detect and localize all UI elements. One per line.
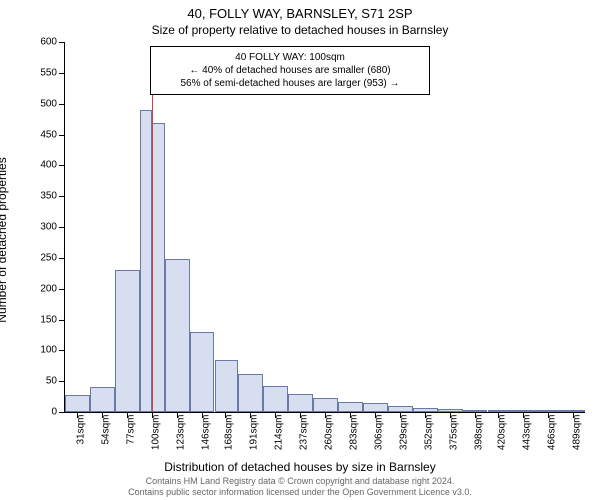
histogram-bar [438, 409, 463, 412]
y-tick [59, 381, 65, 382]
y-tick-label: 550 [25, 67, 57, 78]
property-info-box: 40 FOLLY WAY: 100sqm← 40% of detached ho… [150, 46, 430, 95]
histogram-bar [463, 410, 488, 412]
info-box-line: 40 FOLLY WAY: 100sqm [159, 51, 421, 64]
x-tick-label: 398sqm [473, 415, 484, 451]
histogram-bar [536, 410, 561, 412]
y-tick [59, 165, 65, 166]
histogram-bar [165, 259, 190, 412]
histogram-bar [488, 410, 512, 412]
y-tick [59, 196, 65, 197]
y-axis-label: Number of detached properties [0, 75, 9, 240]
x-tick-label: 168sqm [224, 415, 235, 451]
y-tick [59, 42, 65, 43]
x-tick-label: 237sqm [299, 415, 310, 451]
histogram-bar [288, 394, 313, 413]
histogram-bar [152, 123, 165, 412]
y-tick-label: 350 [25, 191, 57, 202]
y-tick-label: 500 [25, 98, 57, 109]
x-tick-label: 375sqm [448, 415, 459, 451]
histogram-bar [388, 406, 413, 412]
y-tick-label: 600 [25, 37, 57, 48]
y-tick-label: 150 [25, 314, 57, 325]
x-tick-label: 31sqm [75, 415, 86, 445]
x-tick-label: 146sqm [200, 415, 211, 451]
x-tick-label: 489sqm [572, 415, 583, 451]
x-tick-label: 214sqm [274, 415, 285, 451]
x-axis-label: Distribution of detached houses by size … [0, 460, 600, 474]
y-tick [59, 412, 65, 413]
chart-title-main: 40, FOLLY WAY, BARNSLEY, S71 2SP [0, 6, 600, 21]
footer-attribution: Contains HM Land Registry data © Crown c… [0, 476, 600, 498]
x-tick-label: 443sqm [522, 415, 533, 451]
histogram-bar [65, 395, 90, 412]
y-tick-label: 250 [25, 252, 57, 263]
histogram-bar [413, 408, 438, 412]
footer-line: Contains public sector information licen… [0, 487, 600, 498]
x-tick-label: 123sqm [175, 415, 186, 451]
histogram-bar [140, 110, 152, 412]
info-box-line: ← 40% of detached houses are smaller (68… [159, 64, 421, 77]
histogram-bar [363, 403, 388, 412]
x-tick-label: 466sqm [547, 415, 558, 451]
x-tick-label: 306sqm [373, 415, 384, 451]
y-tick [59, 350, 65, 351]
y-tick-label: 400 [25, 160, 57, 171]
property-marker-line [152, 57, 153, 412]
y-tick [59, 73, 65, 74]
histogram-bar [338, 402, 363, 412]
x-tick-label: 100sqm [150, 415, 161, 451]
info-box-line: 56% of semi-detached houses are larger (… [159, 77, 421, 90]
y-tick-label: 300 [25, 222, 57, 233]
y-tick-label: 100 [25, 345, 57, 356]
chart-title-sub: Size of property relative to detached ho… [0, 23, 600, 37]
histogram-bar [238, 374, 263, 412]
histogram-bar [90, 387, 115, 412]
x-tick-label: 54sqm [100, 415, 111, 445]
y-tick [59, 289, 65, 290]
histogram-bar [190, 332, 215, 412]
plot-area: 05010015020025030035040045050055060031sq… [64, 42, 585, 413]
footer-line: Contains HM Land Registry data © Crown c… [0, 476, 600, 487]
x-tick-label: 77sqm [125, 415, 136, 445]
x-tick-label: 329sqm [398, 415, 409, 451]
x-tick-label: 260sqm [324, 415, 335, 451]
y-tick [59, 104, 65, 105]
y-tick [59, 227, 65, 228]
histogram-bar [561, 410, 585, 412]
x-tick-label: 352sqm [423, 415, 434, 451]
histogram-bar [511, 410, 536, 412]
x-tick-label: 283sqm [348, 415, 359, 451]
y-tick-label: 50 [25, 376, 57, 387]
x-tick-label: 420sqm [497, 415, 508, 451]
histogram-bar [313, 398, 338, 412]
histogram-bar [115, 270, 140, 412]
y-tick-label: 0 [25, 407, 57, 418]
y-tick-label: 200 [25, 283, 57, 294]
histogram-bar [263, 386, 288, 412]
y-tick [59, 135, 65, 136]
y-tick-label: 450 [25, 129, 57, 140]
y-tick [59, 320, 65, 321]
histogram-bar [215, 360, 239, 412]
y-tick [59, 258, 65, 259]
x-tick-label: 191sqm [249, 415, 260, 451]
